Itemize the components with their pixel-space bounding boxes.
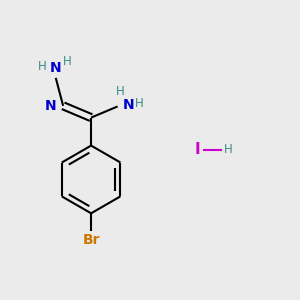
Text: H: H — [63, 55, 72, 68]
Text: H: H — [116, 85, 124, 98]
Text: N: N — [50, 61, 61, 75]
Text: H: H — [38, 60, 47, 73]
Text: H: H — [135, 97, 144, 110]
Text: H: H — [224, 143, 233, 157]
Text: N: N — [123, 98, 134, 112]
Text: I: I — [195, 142, 200, 158]
Text: N: N — [45, 99, 57, 113]
Text: Br: Br — [82, 233, 100, 247]
